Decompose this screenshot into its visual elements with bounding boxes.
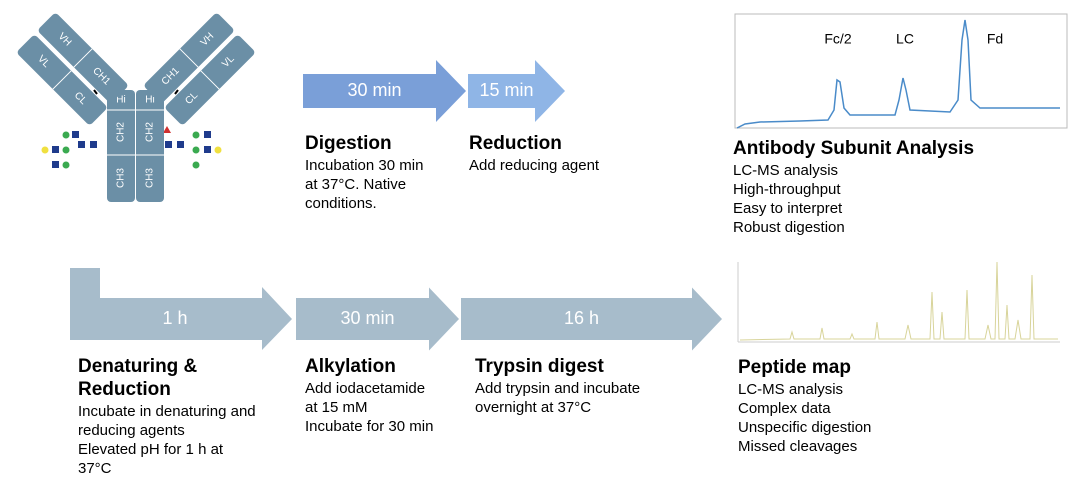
step-title: Denaturing & Reduction [78, 356, 198, 400]
step-text: Missed cleavages [738, 438, 858, 455]
peak-label: Fd [987, 31, 1003, 47]
step-text: LC-MS analysis [738, 381, 844, 398]
domain-divider [200, 70, 220, 90]
time-arrow [296, 287, 459, 351]
step-title: Antibody Subunit Analysis [733, 138, 975, 159]
domain-divider [52, 70, 72, 90]
step-text: Add reducing agent [469, 157, 600, 174]
step-text: Incubation 30 min [305, 157, 424, 174]
step-block: Peptide map LC-MS analysis Complex data Uns… [738, 356, 871, 456]
peak-label: Fc/2 [824, 31, 851, 47]
subunit-chromatogram [734, 13, 1068, 129]
step-title: Digestion [305, 133, 392, 154]
step-title: Alkylation [305, 356, 396, 377]
step-block: Antibody Subunit Analysis LC-MS analysis H… [733, 137, 974, 237]
step-block: Alkylation Add iodacetamide at 15 mM Incuba… [305, 355, 433, 436]
step-text: reducing agents [78, 422, 185, 439]
time-arrow [303, 60, 466, 122]
step-title: Reduction [469, 133, 562, 154]
heavy-chain-stem [107, 90, 135, 202]
arrow-label: 16 h [564, 308, 599, 328]
domain-label: CH2 [116, 122, 127, 142]
step-text: Add iodacetamide [305, 380, 426, 397]
step-text: Complex data [738, 400, 831, 417]
step-text: at 15 mM [305, 399, 368, 416]
arrow-label: 30 min [340, 308, 394, 328]
glycans [41, 126, 222, 169]
step-text: overnight at 37°C [475, 399, 592, 416]
disulfide [93, 89, 98, 95]
step-text: conditions. [305, 195, 377, 212]
step-text: Unspecific digestion [738, 419, 872, 436]
step-block: Trypsin digest Add trypsin and incubate ov… [475, 355, 640, 417]
step-title: Peptide map [738, 357, 851, 378]
domain-divider [73, 48, 93, 68]
step-block: Denaturing & Reduction Incubate in denatu… [78, 355, 278, 478]
domain-label: Hi [145, 95, 154, 106]
disulfide [174, 89, 179, 95]
step-text: Add trypsin and incubate [475, 380, 641, 397]
step-text: LC-MS analysis [733, 162, 839, 179]
step-text: Easy to interpret [733, 200, 843, 217]
step-text: High-throughput [733, 181, 841, 198]
domain-divider [179, 48, 199, 68]
arrow-label: 1 h [162, 308, 187, 328]
step-text: Incubate in denaturing and [78, 403, 256, 420]
domain-label: CH2 [145, 122, 156, 142]
step-text: Incubate for 30 min [305, 418, 434, 435]
time-arrow [461, 287, 722, 351]
step-text: at 37°C. Native [305, 176, 407, 193]
domain-label: Hi [116, 95, 125, 106]
time-arrow [70, 268, 292, 350]
arrow-label: 30 min [347, 80, 401, 100]
peptide-chromatogram [737, 261, 1060, 343]
time-arrow [468, 60, 565, 122]
step-text: Elevated pH for 1 h at [78, 441, 224, 458]
domain-label: CH3 [116, 168, 127, 188]
step-text: Robust digestion [733, 219, 845, 236]
peak-label: LC [896, 31, 914, 47]
arrow-label: 15 min [479, 80, 533, 100]
domain-label: CH3 [145, 168, 156, 188]
step-title: Trypsin digest [475, 356, 604, 377]
heavy-chain-stem [136, 90, 164, 202]
step-block: Digestion Incubation 30 min at 37°C. Nativ… [305, 132, 423, 213]
step-text: 37°C [78, 460, 112, 477]
step-block: Reduction Add reducing agent [469, 132, 599, 175]
